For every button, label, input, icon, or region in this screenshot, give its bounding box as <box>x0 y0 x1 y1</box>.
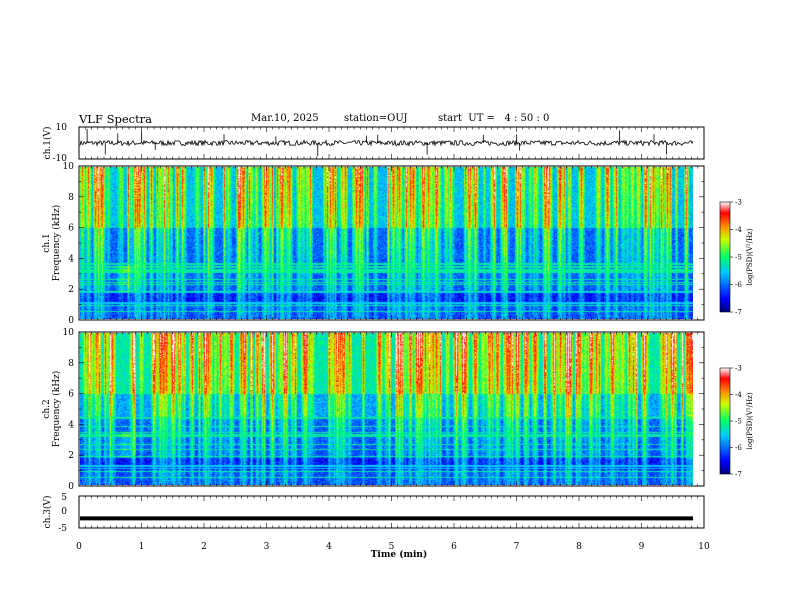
x-tick-label: 10 <box>698 542 710 552</box>
y-tick-label: 2 <box>68 451 74 461</box>
ch1-spec-ytick-labels: 0 2 4 6 8 10 <box>63 162 75 326</box>
date-label: Mar.10, 2025 <box>251 113 319 124</box>
x-tick-label: 9 <box>639 542 645 552</box>
ch1-spec-ylabel-channel: ch.1 <box>42 233 52 252</box>
x-tick-label: 7 <box>514 542 520 552</box>
ch1-ytick-top: 10 <box>56 123 68 133</box>
x-tick-label: 8 <box>576 542 582 552</box>
colorbar-tick-label: -3 <box>735 199 742 207</box>
station-label: station=OUJ <box>344 113 408 124</box>
axis-ticks <box>78 127 705 528</box>
x-tick-label: 4 <box>326 542 332 552</box>
chart-title: VLF Spectra <box>79 112 153 126</box>
y-tick-label: 0 <box>68 316 74 326</box>
y-tick-label: 4 <box>68 420 74 430</box>
y-tick-label: 0 <box>68 482 74 492</box>
ch1-waveform-line <box>79 139 694 147</box>
x-tick-label: 3 <box>264 542 270 552</box>
x-tick-labels: 0 1 2 3 4 5 6 7 8 9 10 <box>76 542 710 552</box>
ch1-waveform-ylabel: ch.1(V) <box>42 127 53 160</box>
colorbar-tick-label: -5 <box>735 254 742 262</box>
ch2-spectrogram-frame <box>78 331 705 487</box>
colorbar-tick-label: -7 <box>735 309 742 317</box>
start-time-label: start UT = 4 : 50 : 0 <box>438 113 550 124</box>
ch1-spectrogram-frame <box>78 165 705 321</box>
x-tick-label: 5 <box>389 542 395 552</box>
x-tick-label: 2 <box>201 542 207 552</box>
ch2-colorbar-label: log(PSD)(V²/Hz) <box>746 392 754 449</box>
ch2-spec-ytick-labels: 0 2 4 6 8 10 <box>63 328 75 492</box>
x-tick-label: 0 <box>76 542 82 552</box>
ch2-spectrogram-image <box>80 333 693 485</box>
ch3-waveform-ylabel: ch.3(V) <box>42 496 53 529</box>
y-tick-label: 4 <box>68 254 74 264</box>
x-tick-label: 6 <box>451 542 457 552</box>
ch1-colorbar <box>719 201 731 313</box>
ch1-spectrogram-image <box>80 167 693 319</box>
colorbar-tick-label: -7 <box>735 471 742 479</box>
ch2-spec-ylabel-frequency: Frequency (kHz) <box>51 371 62 448</box>
ch1-colorbar-ticks: -3 -4 -5 -6 -7 <box>730 199 742 317</box>
colorbar-tick-label: -3 <box>735 365 742 373</box>
y-tick-label: 8 <box>68 193 74 203</box>
colorbar-tick-label: -6 <box>735 444 742 452</box>
y-tick-label: 2 <box>68 285 74 295</box>
colorbar-tick-label: -6 <box>735 281 742 289</box>
ch1-colorbar-label: log(PSD)(V²/Hz) <box>746 228 754 285</box>
x-axis-label: Time (min) <box>371 549 428 560</box>
ch1-spec-ylabel-frequency: Frequency (kHz) <box>51 205 62 282</box>
ch3-ytick-mid: 0 <box>61 507 67 517</box>
y-tick-label: 10 <box>63 162 75 172</box>
y-tick-label: 8 <box>68 359 74 369</box>
ch2-colorbar <box>719 367 731 475</box>
colorbar-tick-label: -4 <box>735 226 742 234</box>
ch3-ytick-top: 5 <box>61 493 67 503</box>
y-tick-label: 6 <box>68 390 74 400</box>
ch1-ytick-bottom: -10 <box>53 154 68 164</box>
x-tick-label: 1 <box>139 542 145 552</box>
ch3-ytick-bottom: -5 <box>58 524 67 534</box>
colorbar-tick-label: -5 <box>735 418 742 426</box>
ch2-colorbar-ticks: -3 -4 -5 -6 -7 <box>730 365 742 479</box>
ch2-spec-ylabel-channel: ch.2 <box>42 399 52 418</box>
colorbar-tick-label: -4 <box>735 391 742 399</box>
y-tick-label: 6 <box>68 224 74 234</box>
ch1-spikes <box>86 128 667 157</box>
y-tick-label: 10 <box>63 328 75 338</box>
